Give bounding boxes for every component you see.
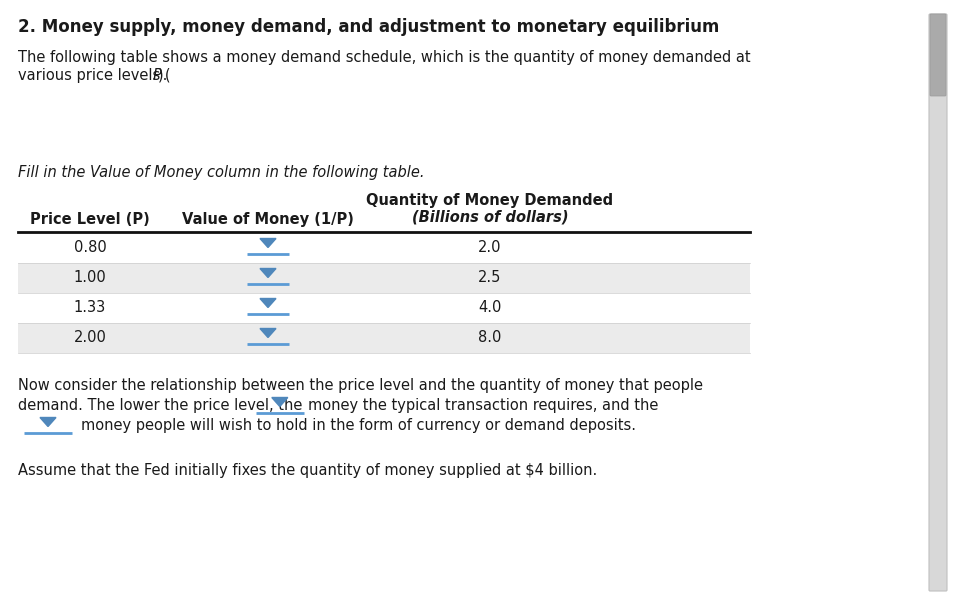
- Text: 4.0: 4.0: [478, 301, 501, 316]
- Text: 2. Money supply, money demand, and adjustment to monetary equilibrium: 2. Money supply, money demand, and adjus…: [18, 18, 719, 36]
- Text: 2.0: 2.0: [478, 241, 501, 256]
- FancyBboxPatch shape: [928, 14, 946, 591]
- Polygon shape: [40, 418, 56, 427]
- Text: 2.00: 2.00: [74, 330, 107, 345]
- Text: The following table shows a money demand schedule, which is the quantity of mone: The following table shows a money demand…: [18, 50, 750, 65]
- Text: money people will wish to hold in the form of currency or demand deposits.: money people will wish to hold in the fo…: [81, 418, 636, 433]
- FancyBboxPatch shape: [929, 14, 945, 96]
- Polygon shape: [271, 398, 288, 407]
- Text: money the typical transaction requires, and the: money the typical transaction requires, …: [307, 398, 658, 413]
- Text: 1.33: 1.33: [74, 301, 106, 316]
- Bar: [18, 263, 749, 293]
- Polygon shape: [260, 299, 276, 307]
- Text: Now consider the relationship between the price level and the quantity of money : Now consider the relationship between th…: [18, 378, 703, 393]
- Text: 2.5: 2.5: [478, 270, 501, 285]
- Polygon shape: [260, 239, 276, 247]
- Text: Quantity of Money Demanded: Quantity of Money Demanded: [366, 193, 613, 208]
- Text: Value of Money (1/P): Value of Money (1/P): [182, 212, 354, 227]
- Polygon shape: [260, 268, 276, 278]
- Text: various price levels (: various price levels (: [18, 68, 171, 83]
- Bar: [18, 323, 749, 353]
- Bar: [18, 233, 749, 263]
- Bar: [18, 293, 749, 323]
- Text: P: P: [152, 68, 161, 83]
- Text: Fill in the Value of Money column in the following table.: Fill in the Value of Money column in the…: [18, 165, 424, 180]
- Text: 0.80: 0.80: [74, 241, 107, 256]
- Text: 1.00: 1.00: [74, 270, 107, 285]
- Text: Price Level (P): Price Level (P): [30, 212, 150, 227]
- Polygon shape: [260, 328, 276, 338]
- Text: Assume that the Fed initially fixes the quantity of money supplied at $4 billion: Assume that the Fed initially fixes the …: [18, 463, 597, 478]
- Text: ).: ).: [158, 68, 169, 83]
- Text: demand. The lower the price level, the: demand. The lower the price level, the: [18, 398, 302, 413]
- Text: 8.0: 8.0: [478, 330, 501, 345]
- Text: (Billions of dollars): (Billions of dollars): [411, 209, 568, 224]
